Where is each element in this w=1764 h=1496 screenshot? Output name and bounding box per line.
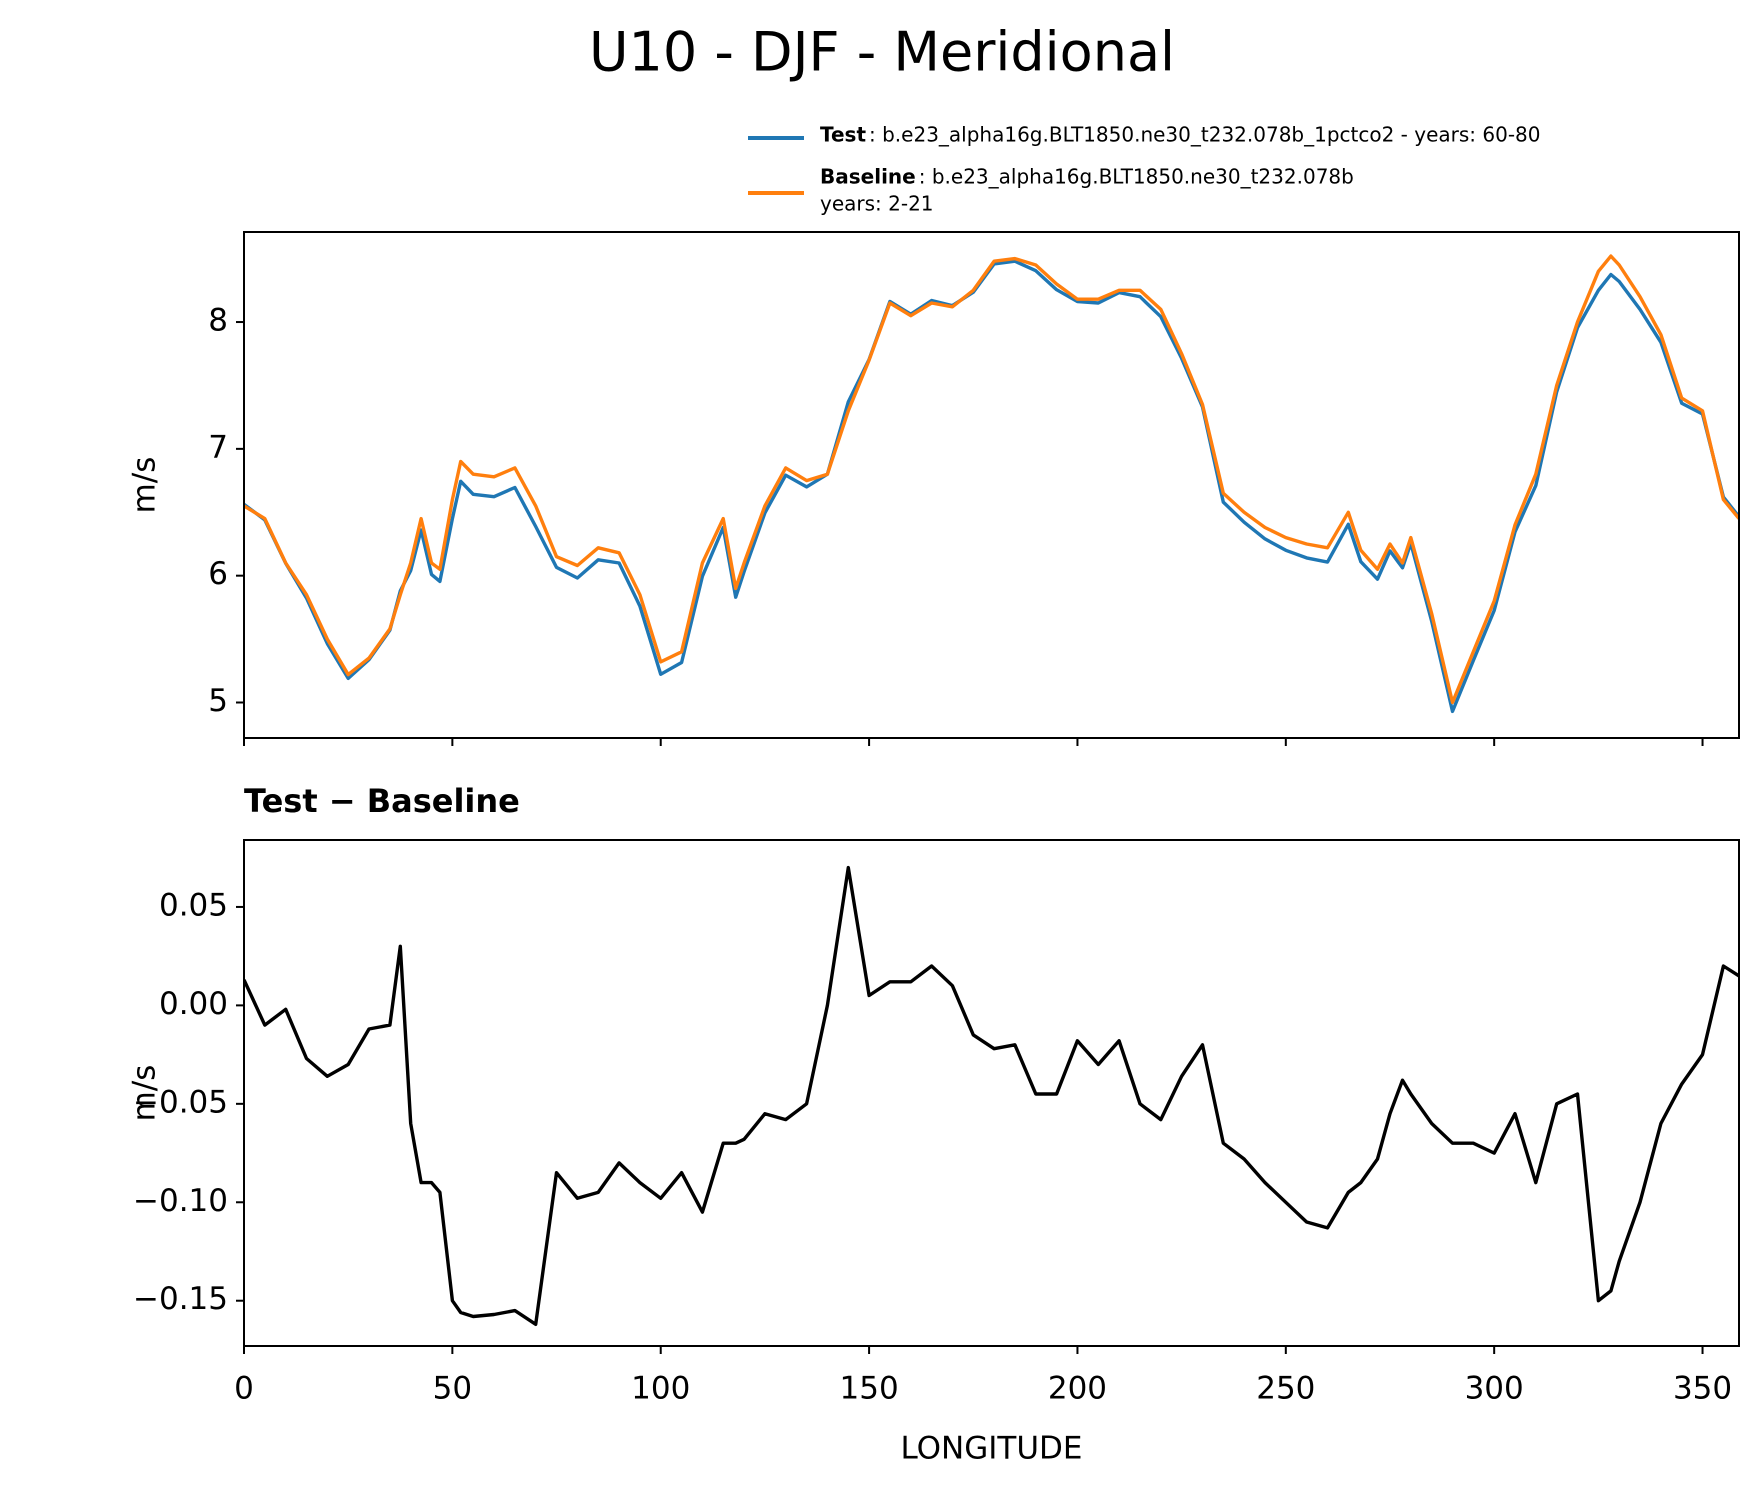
y-axis-label: m/s <box>127 457 163 514</box>
y-tick-label: 8 <box>208 303 228 339</box>
axes-frame <box>243 839 1740 1347</box>
y-tick-label: 5 <box>208 683 228 719</box>
panel-title: Test − Baseline <box>244 782 520 820</box>
x-tick-label: 150 <box>840 1371 899 1407</box>
x-axis-label: LONGITUDE <box>900 1431 1082 1467</box>
x-tick-label: 0 <box>234 1371 254 1407</box>
legend-label: : b.e23_alpha16g.BLT1850.ne30_t232.078b <box>919 165 1354 189</box>
y-tick-label: −0.15 <box>133 1281 228 1317</box>
x-tick-label: 250 <box>1256 1371 1315 1407</box>
data-line <box>244 259 1739 714</box>
axes-frame <box>243 231 1740 739</box>
y-tick-label: −0.10 <box>133 1183 228 1219</box>
x-tick-label: 50 <box>433 1371 472 1407</box>
x-tick-label: 300 <box>1465 1371 1524 1407</box>
y-tick-label: 6 <box>208 556 228 592</box>
plot-area <box>244 865 1739 1326</box>
legend-name: Baseline <box>820 165 916 189</box>
data-line <box>244 865 1739 1326</box>
y-tick-label: −0.05 <box>133 1084 228 1120</box>
y-tick-label: 0.00 <box>159 986 228 1022</box>
y-tick-label: 7 <box>208 429 228 465</box>
figure-title: U10 - DJF - Meridional <box>589 21 1175 84</box>
legend-label: : b.e23_alpha16g.BLT1850.ne30_t232.078b_… <box>869 123 1541 147</box>
legend-label: years: 2-21 <box>820 192 934 216</box>
data-line <box>244 254 1739 705</box>
legend-name: Test <box>820 123 866 147</box>
x-tick-label: 350 <box>1673 1371 1732 1407</box>
x-tick-label: 200 <box>1048 1371 1107 1407</box>
x-tick-label: 100 <box>631 1371 690 1407</box>
y-tick-label: 0.05 <box>159 887 228 923</box>
plot-area <box>244 254 1739 714</box>
y-axis-label: m/s <box>127 1065 163 1122</box>
